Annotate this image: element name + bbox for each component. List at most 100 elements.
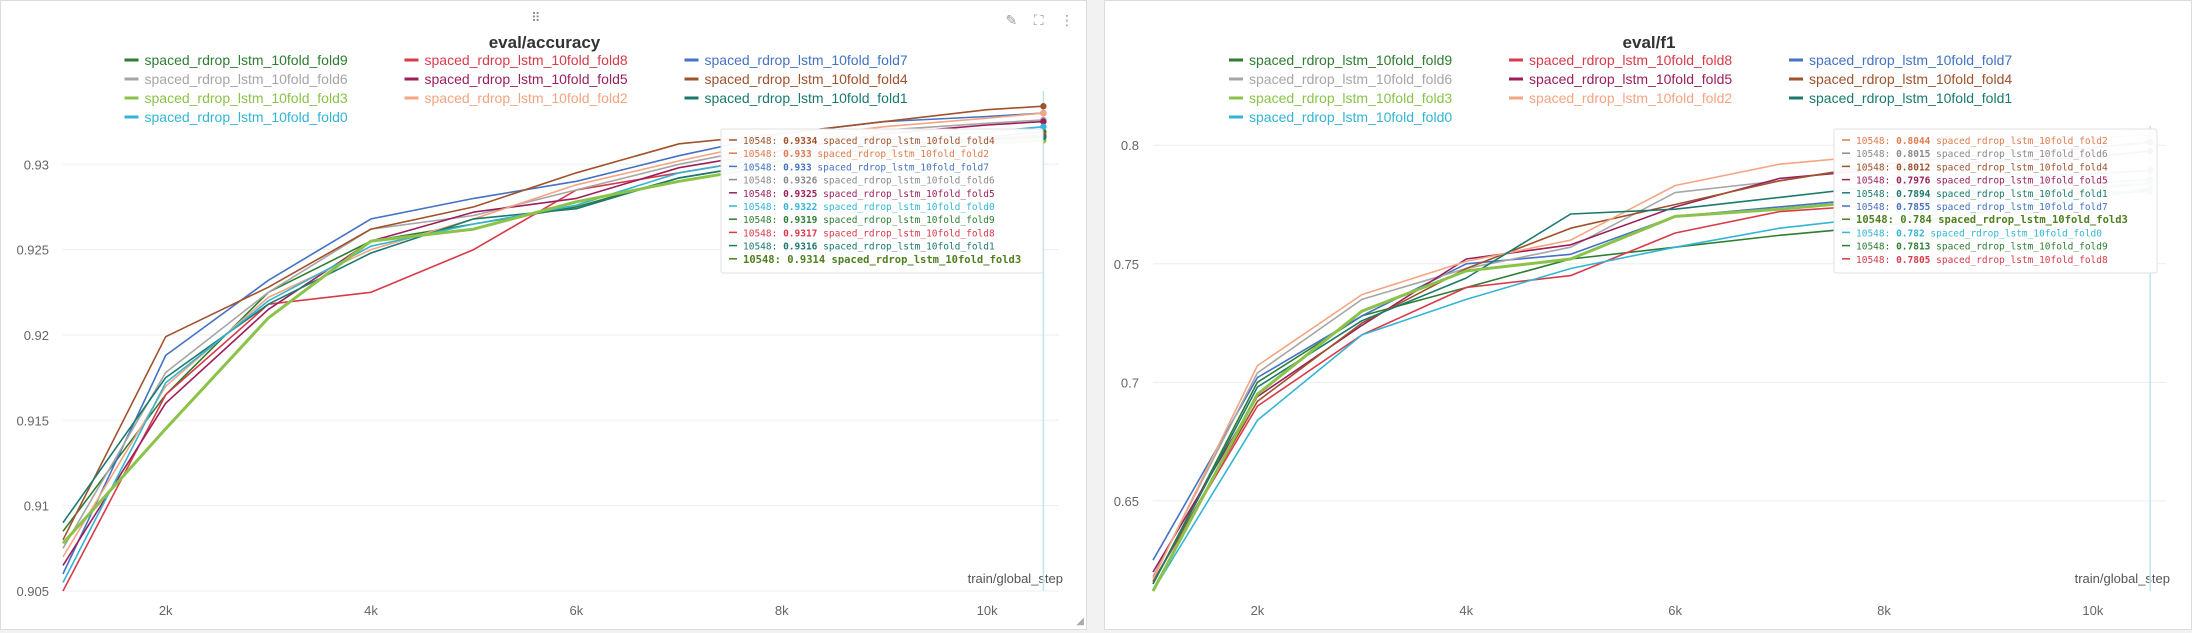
tooltip-run-name: spaced_rdrop_lstm_10fold_fold9 (1936, 242, 2108, 253)
series-line-spaced_rdrop_lstm_10fold_fold2 (62, 112, 1044, 558)
tooltip-run-name: spaced_rdrop_lstm_10fold_fold1 (1936, 189, 2108, 200)
legend-entry: spaced_rdrop_lstm_10fold_fold4 (1809, 71, 2012, 87)
chart-title: eval/accuracy (489, 33, 601, 52)
x-tick-label: 2k (1251, 603, 1265, 618)
tooltip-row: 10548: 0.784 spaced_rdrop_lstm_10fold_fo… (1856, 214, 2128, 226)
tooltip-colon: : (1885, 202, 1896, 213)
tooltip-value: 0.9319 (783, 215, 818, 226)
tooltip-step: 10548 (743, 254, 775, 266)
tooltip-box (720, 128, 1044, 274)
more-menu-icon[interactable]: ⋮ (1060, 13, 1074, 29)
legend-entry: spaced_rdrop_lstm_10fold_fold9 (145, 52, 348, 68)
legend-entry: spaced_rdrop_lstm_10fold_fold8 (425, 52, 628, 68)
panel-toolbar: ✎ ⛶ ⋮ (994, 13, 1074, 29)
tooltip-colon: : (1885, 189, 1896, 200)
legend-entry: spaced_rdrop_lstm_10fold_fold1 (705, 90, 908, 106)
legend-entry: spaced_rdrop_lstm_10fold_fold8 (1529, 52, 1732, 68)
y-tick-label: 0.91 (24, 499, 49, 514)
legend-entry: spaced_rdrop_lstm_10fold_fold0 (1249, 109, 1452, 125)
legend-entry: spaced_rdrop_lstm_10fold_fold7 (705, 52, 908, 68)
tooltip-colon: : (772, 149, 783, 160)
tooltip-row: 10548: 0.933 spaced_rdrop_lstm_10fold_fo… (743, 162, 989, 173)
x-tick-label: 4k (364, 603, 378, 618)
tooltip-colon: : (775, 254, 788, 266)
y-tick-label: 0.75 (1114, 257, 1139, 272)
tooltip-run-name: spaced_rdrop_lstm_10fold_fold4 (823, 136, 995, 147)
tooltip-run-name: spaced_rdrop_lstm_10fold_fold1 (823, 242, 995, 253)
resize-handle-icon[interactable]: ◢ (1076, 616, 1084, 627)
tooltip-colon: : (1885, 162, 1896, 173)
tooltip-value: 0.9316 (783, 242, 818, 253)
legend-entry: spaced_rdrop_lstm_10fold_fold7 (1809, 52, 2012, 68)
edit-icon[interactable]: ✎ (1005, 13, 1018, 29)
tooltip-value: 0.782 (1896, 228, 1925, 239)
hover-point-spaced_rdrop_lstm_10fold_fold2 (1040, 109, 1047, 117)
tooltip-step: 10548 (743, 202, 772, 213)
fullscreen-icon[interactable]: ⛶ (1033, 13, 1044, 29)
tooltip-row: 10548: 0.9322 spaced_rdrop_lstm_10fold_f… (743, 202, 995, 213)
legend-entry: spaced_rdrop_lstm_10fold_fold4 (705, 71, 908, 87)
tooltip-run-name: spaced_rdrop_lstm_10fold_fold4 (1936, 162, 2108, 173)
tooltip-step: 10548 (1856, 149, 1885, 160)
tooltip-value: 0.9326 (783, 176, 818, 187)
tooltip-step: 10548 (743, 149, 772, 160)
tooltip-step: 10548 (743, 136, 772, 147)
tooltip-box (1833, 128, 2158, 274)
tooltip-row: 10548: 0.8015 spaced_rdrop_lstm_10fold_f… (1856, 149, 2108, 160)
tooltip-step: 10548 (743, 215, 772, 226)
accuracy-line-chart[interactable]: eval/accuracyspaced_rdrop_lstm_10fold_fo… (1, 1, 1088, 631)
tooltip-row: 10548: 0.782 spaced_rdrop_lstm_10fold_fo… (1856, 228, 2102, 239)
tooltip-run-name: spaced_rdrop_lstm_10fold_fold8 (823, 228, 995, 239)
legend-entry: spaced_rdrop_lstm_10fold_fold9 (1249, 52, 1452, 68)
tooltip-colon: : (772, 202, 783, 213)
tooltip-row: 10548: 0.9325 spaced_rdrop_lstm_10fold_f… (743, 189, 995, 200)
tooltip-colon: : (772, 189, 783, 200)
y-tick-label: 0.7 (1121, 375, 1139, 390)
tooltip-value: 0.9317 (783, 228, 817, 239)
legend-entry: spaced_rdrop_lstm_10fold_fold5 (1529, 71, 1732, 87)
tooltip-row: 10548: 0.7855 spaced_rdrop_lstm_10fold_f… (1856, 202, 2108, 213)
y-tick-label: 0.92 (24, 328, 49, 343)
tooltip-step: 10548 (1856, 255, 1885, 266)
tooltip-run-name: spaced_rdrop_lstm_10fold_fold3 (1938, 214, 2128, 226)
tooltip-run-name: spaced_rdrop_lstm_10fold_fold6 (1936, 149, 2108, 160)
tooltip-run-name: spaced_rdrop_lstm_10fold_fold7 (1936, 202, 2108, 213)
legend-entry: spaced_rdrop_lstm_10fold_fold6 (145, 71, 348, 87)
f1-chart-panel: eval/f1 spaced_rdrop_lstm_10fold_fold9 spa… (1104, 0, 2192, 630)
chart-title: eval/f1 (1623, 33, 1676, 52)
hover-tooltip: 10548: 0.8044 spaced_rdrop_lstm_10fold_f… (1833, 128, 2158, 274)
legend-entry: spaced_rdrop_lstm_10fold_fold2 (1529, 90, 1732, 106)
tooltip-row: 10548: 0.9316 spaced_rdrop_lstm_10fold_f… (743, 242, 995, 253)
y-tick-label: 0.93 (24, 157, 49, 172)
x-tick-label: 8k (1877, 603, 1891, 618)
tooltip-colon: : (1888, 214, 1901, 226)
tooltip-colon: : (772, 228, 783, 239)
tooltip-colon: : (1885, 255, 1896, 266)
x-axis-label: train/global_step (968, 571, 1063, 586)
x-tick-label: 2k (159, 603, 173, 618)
tooltip-colon: : (772, 162, 783, 173)
tooltip-colon: : (1885, 228, 1896, 239)
tooltip-value: 0.9334 (783, 136, 818, 147)
tooltip-step: 10548 (1856, 202, 1885, 213)
tooltip-run-name: spaced_rdrop_lstm_10fold_fold9 (823, 215, 995, 226)
drag-handle-icon[interactable]: ⠿ (531, 11, 540, 26)
tooltip-colon: : (1885, 176, 1896, 187)
x-tick-label: 4k (1459, 603, 1473, 618)
y-tick-label: 0.8 (1121, 138, 1139, 153)
tooltip-step: 10548 (743, 162, 772, 173)
tooltip-run-name: spaced_rdrop_lstm_10fold_fold2 (817, 149, 989, 160)
chart-legend: spaced_rdrop_lstm_10fold_fold9 spaced_rdr… (124, 52, 908, 125)
series-line-spaced_rdrop_lstm_10fold_fold4 (62, 105, 1044, 541)
tooltip-row: 10548: 0.7894 spaced_rdrop_lstm_10fold_f… (1856, 189, 2108, 200)
tooltip-row: 10548: 0.933 spaced_rdrop_lstm_10fold_fo… (743, 149, 989, 160)
tooltip-run-name: spaced_rdrop_lstm_10fold_fold7 (817, 162, 989, 173)
legend-entry: spaced_rdrop_lstm_10fold_fold0 (145, 109, 348, 125)
tooltip-step: 10548 (1856, 162, 1885, 173)
series-line-spaced_rdrop_lstm_10fold_fold6 (62, 119, 1044, 549)
tooltip-value: 0.7813 (1896, 242, 1931, 253)
tooltip-row: 10548: 0.9334 spaced_rdrop_lstm_10fold_f… (743, 136, 995, 147)
tooltip-step: 10548 (743, 242, 772, 253)
tooltip-step: 10548 (1856, 136, 1885, 147)
